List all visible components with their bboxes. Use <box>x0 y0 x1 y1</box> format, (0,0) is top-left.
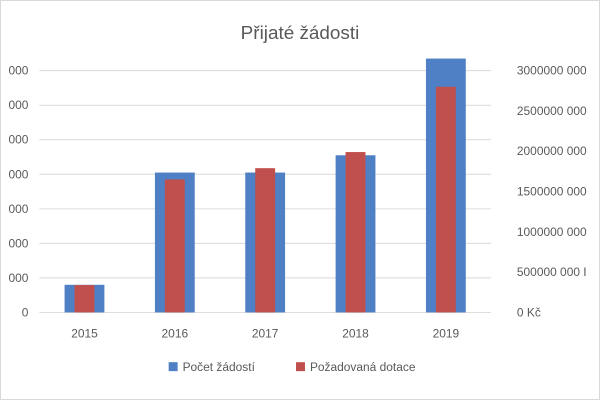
legend: Počet žádostí Požadovaná dotace <box>168 360 416 374</box>
left-axis-tick-label: 000 <box>8 236 28 250</box>
right-axis-tick-label: 500000 000 I <box>517 265 587 279</box>
x-axis-tick-label: 2015 <box>71 326 98 340</box>
left-axis-tick-label: 0 <box>22 305 29 319</box>
left-axis-tick-label: 000 <box>8 167 28 181</box>
bars <box>64 58 466 313</box>
x-axis-tick-label: 2018 <box>342 326 369 340</box>
x-axis-tick-labels: 2015 2016 2017 2018 2019 <box>71 326 459 340</box>
right-axis-tick-label: 3000000 000 <box>517 64 587 78</box>
bar-pozadovana-dotace <box>164 179 185 313</box>
bar-pozadovana-dotace <box>345 152 366 313</box>
x-axis-tick-label: 2019 <box>433 326 460 340</box>
legend-label: Požadovaná dotace <box>310 360 416 374</box>
right-axis-tick-label: 1000000 000 <box>517 225 587 239</box>
x-axis-tick-label: 2017 <box>252 326 279 340</box>
legend-swatch <box>168 362 178 372</box>
left-axis-tick-label: 000 <box>8 271 28 285</box>
legend-label: Počet žádostí <box>183 360 256 374</box>
right-axis-tick-label: 1500000 000 <box>517 185 587 199</box>
right-axis-tick-label: 0 Kč <box>517 305 541 319</box>
bar-pozadovana-dotace <box>435 86 456 313</box>
right-axis-tick-label: 2000000 000 <box>517 144 587 158</box>
bar-pozadovana-dotace <box>74 285 95 313</box>
left-axis-tick-label: 000 <box>8 133 28 147</box>
left-axis-tick-label: 000 <box>8 64 28 78</box>
right-axis-tick-labels: 0 Kč 500000 000 I 1000000 000 1500000 000 20… <box>517 64 587 320</box>
left-axis-tick-label: 000 <box>8 98 28 112</box>
legend-swatch <box>296 362 305 372</box>
bar-pozadovana-dotace <box>255 168 276 313</box>
left-axis-tick-label: 000 <box>8 202 28 216</box>
x-axis-tick-label: 2016 <box>162 326 189 340</box>
right-axis-tick-label: 2500000 000 <box>517 104 587 118</box>
chart-title: Přijaté žádosti <box>241 23 360 44</box>
